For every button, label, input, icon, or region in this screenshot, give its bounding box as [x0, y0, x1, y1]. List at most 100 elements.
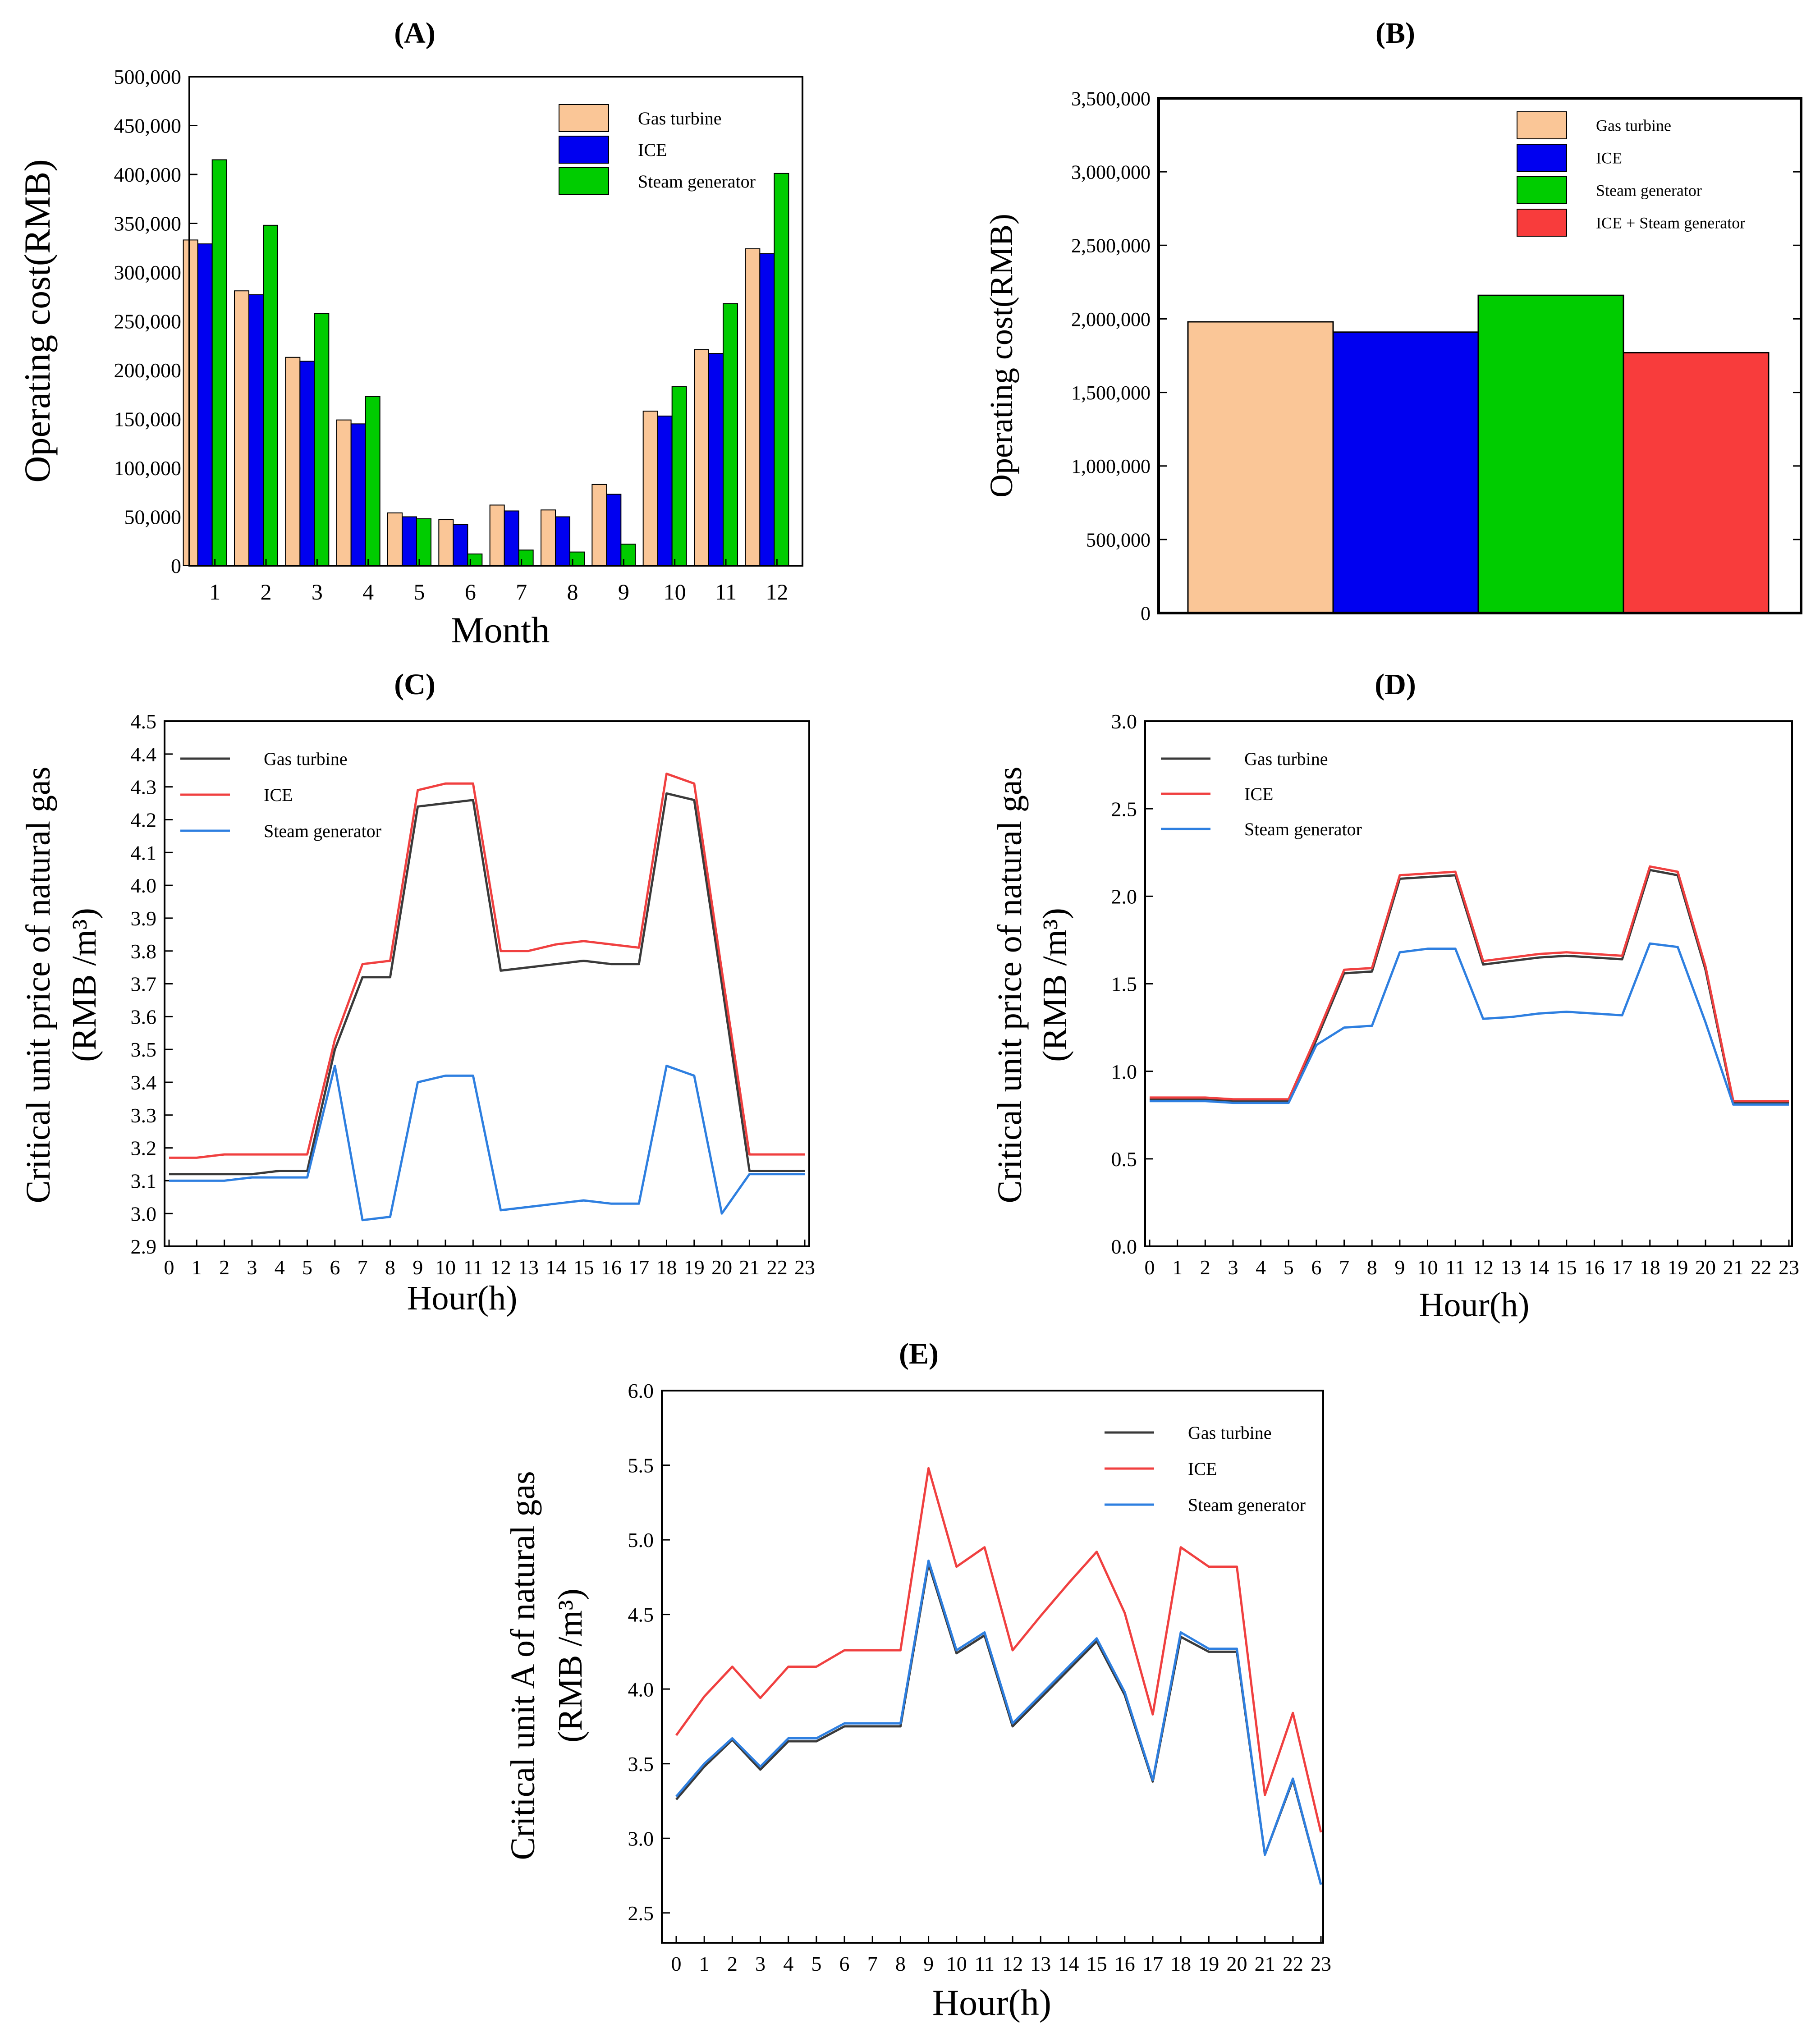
- legend-label: ICE: [264, 785, 293, 805]
- x-tick-label: 2: [727, 1952, 738, 1975]
- bar: [774, 173, 789, 566]
- x-tick-label: 9: [618, 579, 629, 604]
- x-tick-label: 15: [1556, 1256, 1577, 1279]
- panel-b-label: (B): [1375, 17, 1415, 50]
- y-tick-label: 4.5: [131, 710, 157, 733]
- panel-d-label: (D): [1375, 668, 1416, 701]
- bar: [197, 243, 213, 566]
- y-tick-label: 6.0: [628, 1379, 654, 1402]
- x-tick-label: 4: [1256, 1256, 1266, 1279]
- legend-swatch: [559, 167, 609, 195]
- panel-a-xlabel: Month: [451, 609, 550, 650]
- panel-e-legend: Gas turbine ICE Steam generator: [1105, 1423, 1306, 1515]
- series-line: [675, 1559, 1322, 1885]
- y-tick-label: 3.0: [1111, 710, 1137, 733]
- x-tick-label: 11: [1445, 1256, 1465, 1279]
- bar: [314, 313, 330, 566]
- series-line: [1150, 865, 1789, 1103]
- y-tick-label: 3.9: [131, 907, 157, 930]
- panel-a-x-axis: 1 2 3 4 5 6 7 8 9 10 11 12: [209, 559, 788, 604]
- x-tick-label: 19: [1198, 1952, 1219, 1975]
- x-tick-label: 4: [275, 1256, 285, 1279]
- x-tick-label: 16: [601, 1256, 622, 1279]
- x-tick-label: 7: [516, 579, 527, 604]
- x-tick-label: 3: [247, 1256, 257, 1279]
- panel-e-ylabel-line1: Critical unit A of natural gas: [504, 1471, 542, 1860]
- series-line: [169, 1065, 805, 1222]
- bar: [299, 361, 315, 566]
- bar: [263, 224, 278, 566]
- x-tick-label: 3: [755, 1952, 766, 1975]
- panel-a-legend: Gas turbine ICE Steam generator: [559, 104, 756, 195]
- series-line: [1150, 942, 1789, 1106]
- y-tick-label: 3.5: [131, 1038, 157, 1061]
- y-tick-label: 400,000: [114, 163, 182, 186]
- legend-swatch: [1517, 176, 1567, 204]
- bar: [350, 423, 366, 566]
- y-tick-label: 1.0: [1111, 1060, 1137, 1083]
- panel-e-lines: [675, 1467, 1322, 1885]
- bar: [438, 519, 454, 567]
- series-line: [169, 792, 805, 1176]
- y-tick-label: 200,000: [114, 359, 182, 382]
- x-tick-label: 16: [1584, 1256, 1605, 1279]
- legend-swatch: [559, 104, 609, 132]
- x-tick-label: 12: [766, 579, 788, 604]
- y-tick-label: 2,000,000: [1071, 308, 1151, 330]
- x-tick-label: 4: [783, 1952, 793, 1975]
- y-tick-label: 100,000: [114, 457, 182, 480]
- bar: [1623, 352, 1770, 614]
- panel-e-y-axis: 2.5 3.0 3.5 4.0 4.5 5.0 5.5 6.0: [628, 1379, 670, 1925]
- y-tick-label: 3.8: [131, 940, 157, 963]
- legend-label: ICE: [1188, 1459, 1217, 1479]
- y-tick-label: 3,000,000: [1071, 161, 1151, 183]
- panel-d-lines: [1150, 865, 1789, 1106]
- bar: [211, 159, 227, 566]
- panel-d: (D) 0.00.51.01.52.02.53.0 0 1 2 3 4 5 6 7 8 9 10 11…: [991, 668, 1799, 1324]
- bar: [555, 516, 570, 566]
- y-tick-label: 4.2: [131, 809, 157, 832]
- y-tick-label: 3.7: [131, 973, 157, 996]
- y-tick-label: 4.1: [131, 841, 157, 864]
- bar: [183, 239, 198, 566]
- panel-e-xlabel: Hour(h): [932, 1982, 1051, 2023]
- panel-a-y-axis: 0 50,000 100,000 150,000 200,000 250,000 300,0…: [114, 65, 197, 577]
- y-tick-label: 2.9: [131, 1235, 157, 1258]
- bar: [336, 419, 352, 566]
- panel-a: (A) 0 50,000 100,000 150,000 200,000 250,000 3…: [17, 17, 803, 650]
- y-tick-label: 1,500,000: [1071, 382, 1151, 404]
- x-tick-label: 22: [1751, 1256, 1771, 1279]
- y-tick-label: 500,000: [114, 65, 182, 88]
- x-tick-label: 8: [895, 1952, 906, 1975]
- x-tick-label: 1: [192, 1256, 202, 1279]
- x-tick-label: 12: [1002, 1952, 1023, 1975]
- x-tick-label: 1: [699, 1952, 710, 1975]
- bar: [606, 494, 622, 566]
- y-tick-label: 4.4: [131, 743, 157, 766]
- panel-b-y-axis: 0 500,000 1,000,000 1,500,000 2,000,000 2,500…: [1071, 87, 1801, 624]
- x-tick-label: 14: [546, 1256, 566, 1279]
- legend-label: Gas turbine: [1596, 117, 1671, 135]
- bar: [1477, 294, 1624, 614]
- x-tick-label: 21: [1723, 1256, 1744, 1279]
- panel-e-label: (E): [899, 1337, 939, 1370]
- x-tick-label: 12: [491, 1256, 511, 1279]
- x-tick-label: 15: [573, 1256, 594, 1279]
- bar: [416, 518, 431, 566]
- x-tick-label: 10: [1417, 1256, 1438, 1279]
- x-tick-label: 2: [261, 579, 272, 604]
- bar: [591, 484, 607, 567]
- x-tick-label: 20: [711, 1256, 732, 1279]
- y-tick-label: 2.0: [1111, 885, 1137, 908]
- panel-b-ylabel: Operating cost(RMB): [983, 214, 1019, 498]
- panel-c-legend: Gas turbine ICE Steam generator: [180, 749, 381, 841]
- panel-a-ylabel: Operating cost(RMB): [17, 159, 58, 482]
- y-tick-label: 300,000: [114, 261, 182, 284]
- bar: [504, 510, 519, 566]
- y-tick-label: 0: [1141, 602, 1151, 624]
- x-tick-label: 17: [1142, 1952, 1163, 1975]
- bar: [402, 516, 417, 566]
- legend-label: ICE: [638, 140, 667, 160]
- panel-c-y-axis: 2.9 3.0 3.1 3.2 3.3 3.4 3.5 3.6 3.7 3.8 3.9 4.0 4.1 4…: [131, 710, 173, 1258]
- x-tick-label: 3: [312, 579, 323, 604]
